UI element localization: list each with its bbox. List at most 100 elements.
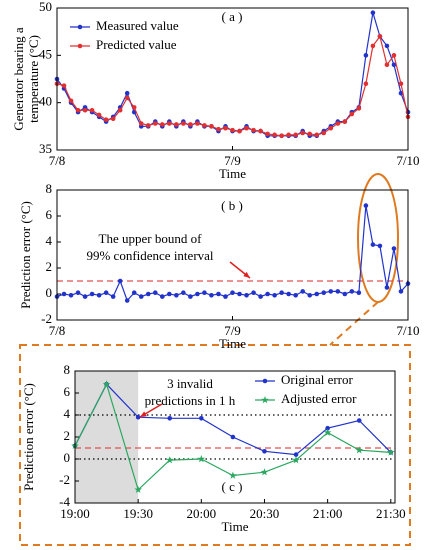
y-tick-label: 40 <box>39 94 52 109</box>
data-point <box>145 123 151 128</box>
legend-label: Original error <box>281 372 354 387</box>
data-point <box>188 122 193 127</box>
data-point <box>223 294 228 299</box>
data-point <box>82 294 88 299</box>
data-point <box>307 131 313 137</box>
panel-title: ( b ) <box>221 198 243 213</box>
y-axis-label: Prediction error (°C) <box>21 383 36 491</box>
data-point <box>251 290 256 296</box>
y-tick-label: 2 <box>64 428 71 443</box>
data-point <box>321 290 327 296</box>
data-point <box>356 290 362 296</box>
data-point <box>167 416 173 421</box>
data-point <box>335 121 341 126</box>
data-point <box>279 290 284 296</box>
data-point <box>75 290 81 296</box>
annotation: 99% confidence interval <box>86 248 213 263</box>
data-point <box>251 127 256 133</box>
data-point <box>279 133 284 139</box>
data-point <box>398 289 404 294</box>
data-point <box>124 95 130 101</box>
x-axis-label: Time <box>219 166 246 181</box>
zoom-box <box>19 344 411 546</box>
x-axis-label: Time <box>222 519 249 534</box>
x-tick-label: 20:30 <box>250 506 280 521</box>
data-point <box>349 289 355 294</box>
data-point <box>244 293 249 298</box>
annotation-arrowhead <box>140 411 147 417</box>
data-point <box>61 291 67 297</box>
data-point <box>188 294 193 299</box>
data-point <box>117 107 123 113</box>
x-tick-label: 20:00 <box>187 506 217 521</box>
data-point <box>293 293 298 298</box>
shaded-region <box>75 371 139 503</box>
data-point <box>131 290 137 296</box>
legend-label: Adjusted error <box>281 391 357 406</box>
zoom-connector <box>329 301 379 346</box>
annotation: predictions in 1 h <box>145 393 236 408</box>
data-point <box>356 418 362 423</box>
data-point <box>103 290 109 296</box>
data-point <box>300 289 306 294</box>
data-point <box>174 293 179 298</box>
data-point <box>160 122 165 127</box>
y-axis-label: temperature (°C) <box>26 35 41 123</box>
data-point <box>174 122 179 127</box>
annotation-arrowhead <box>243 271 250 278</box>
data-point <box>68 98 74 104</box>
legend-label: Predicted value <box>96 37 177 52</box>
x-tick-label: 21:30 <box>376 506 406 521</box>
y-tick-label: 35 <box>39 141 52 156</box>
data-point <box>258 128 263 134</box>
data-point <box>384 43 390 49</box>
data-point <box>195 121 200 126</box>
data-point <box>265 131 270 137</box>
data-point <box>131 105 137 110</box>
data-point <box>216 126 221 132</box>
data-point <box>89 291 95 297</box>
data-point <box>209 293 214 298</box>
y-tick-label: 0 <box>64 450 71 465</box>
data-point <box>398 81 404 87</box>
x-tick-label: 19:00 <box>60 506 90 521</box>
x-tick-label: 7/10 <box>396 153 419 168</box>
y-tick-label: 8 <box>46 181 53 196</box>
legend-marker <box>77 43 83 49</box>
data-point <box>202 123 207 128</box>
data-point <box>384 285 390 290</box>
y-tick-label: 6 <box>46 207 53 222</box>
highlight-ellipse <box>357 173 399 303</box>
data-point <box>68 293 74 298</box>
x-tick-label: 19:30 <box>123 506 153 521</box>
data-point <box>135 414 141 420</box>
y-tick-label: 8 <box>64 362 71 377</box>
data-point <box>181 121 186 126</box>
data-point <box>230 290 235 296</box>
data-point <box>96 112 102 118</box>
data-point <box>152 121 158 126</box>
data-point <box>293 132 298 138</box>
x-tick-label: 7/9 <box>224 323 241 338</box>
data-point <box>197 455 206 463</box>
data-point <box>265 291 270 297</box>
annotation: 3 invalid <box>167 376 213 391</box>
data-point <box>152 290 158 296</box>
y-tick-label: 45 <box>39 46 52 61</box>
annotation: The upper bound of <box>99 231 203 246</box>
data-point <box>103 117 109 123</box>
data-point <box>216 291 221 297</box>
data-point <box>117 278 123 284</box>
data-point <box>134 485 142 494</box>
data-point <box>199 416 204 421</box>
data-point <box>314 291 320 297</box>
data-point <box>96 293 102 298</box>
data-point <box>124 298 130 303</box>
data-point <box>258 294 263 299</box>
data-point <box>110 294 116 299</box>
data-point <box>138 121 144 126</box>
legend-marker <box>77 24 83 30</box>
data-point <box>244 125 249 131</box>
legend-marker <box>262 378 268 384</box>
data-point <box>89 107 95 113</box>
